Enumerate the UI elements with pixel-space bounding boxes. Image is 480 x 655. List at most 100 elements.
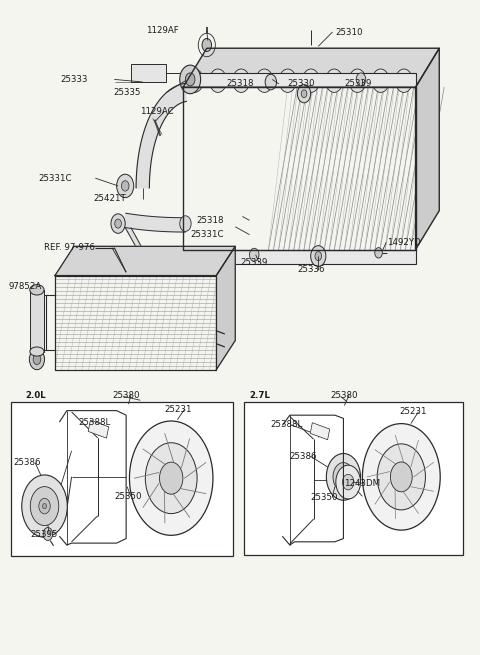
Circle shape — [202, 39, 212, 52]
Circle shape — [339, 471, 348, 483]
Circle shape — [214, 75, 222, 86]
Text: 2.7L: 2.7L — [250, 390, 270, 400]
Circle shape — [342, 474, 354, 490]
Text: 1243DM: 1243DM — [344, 479, 381, 488]
Text: REF. 97-976: REF. 97-976 — [45, 243, 96, 252]
Circle shape — [390, 462, 412, 492]
Circle shape — [302, 69, 320, 92]
Text: 25330: 25330 — [288, 79, 315, 88]
Circle shape — [209, 69, 227, 92]
Text: 25339: 25339 — [344, 79, 372, 88]
Bar — [310, 422, 330, 440]
Polygon shape — [55, 246, 235, 276]
Circle shape — [349, 69, 366, 92]
Text: 25380: 25380 — [112, 390, 139, 400]
Circle shape — [298, 84, 311, 103]
Circle shape — [130, 421, 213, 535]
Circle shape — [311, 246, 326, 267]
Text: 25350: 25350 — [310, 493, 338, 502]
Polygon shape — [216, 246, 235, 369]
Circle shape — [115, 219, 121, 228]
Bar — [30, 290, 44, 352]
Circle shape — [375, 248, 383, 258]
Text: 25331C: 25331C — [38, 174, 72, 183]
Circle shape — [325, 69, 343, 92]
Polygon shape — [183, 48, 439, 87]
Circle shape — [250, 248, 259, 261]
Circle shape — [233, 69, 250, 92]
Bar — [183, 250, 416, 264]
Bar — [131, 64, 167, 82]
Text: 25388L: 25388L — [79, 418, 111, 427]
Circle shape — [307, 75, 315, 86]
Circle shape — [33, 354, 41, 365]
Circle shape — [330, 75, 338, 86]
Circle shape — [145, 443, 197, 514]
Circle shape — [284, 75, 291, 86]
Circle shape — [377, 75, 384, 86]
Circle shape — [362, 424, 440, 530]
Text: 25318: 25318 — [227, 79, 254, 88]
Circle shape — [185, 73, 195, 86]
Ellipse shape — [30, 285, 44, 295]
Text: 25386: 25386 — [290, 451, 317, 460]
Text: 25380: 25380 — [330, 390, 358, 400]
Polygon shape — [416, 48, 439, 250]
Text: 25335: 25335 — [113, 88, 140, 97]
Text: 25388L: 25388L — [271, 421, 303, 430]
Polygon shape — [136, 83, 186, 188]
Circle shape — [377, 444, 425, 510]
Circle shape — [43, 504, 47, 509]
Circle shape — [333, 462, 354, 491]
Circle shape — [265, 74, 276, 90]
Circle shape — [43, 527, 53, 540]
Circle shape — [22, 475, 67, 537]
Text: 25331C: 25331C — [190, 230, 223, 239]
Circle shape — [256, 69, 273, 92]
Polygon shape — [125, 214, 185, 232]
Text: 25336: 25336 — [297, 265, 324, 274]
Text: 25350: 25350 — [114, 492, 142, 501]
Circle shape — [29, 349, 45, 369]
Text: 25318: 25318 — [196, 216, 223, 225]
Polygon shape — [125, 227, 145, 255]
Circle shape — [30, 487, 59, 525]
Circle shape — [117, 174, 134, 198]
Text: 1492YD: 1492YD — [387, 238, 421, 247]
Bar — [244, 402, 463, 555]
Circle shape — [326, 453, 360, 500]
Circle shape — [186, 69, 203, 92]
Circle shape — [372, 69, 389, 92]
Circle shape — [279, 69, 296, 92]
Text: 25310: 25310 — [335, 28, 362, 37]
Text: 25339: 25339 — [240, 258, 267, 267]
Text: 25231: 25231 — [164, 405, 192, 414]
Bar — [183, 73, 416, 87]
Circle shape — [238, 75, 245, 86]
Circle shape — [400, 75, 408, 86]
Circle shape — [396, 69, 412, 92]
Text: 25386: 25386 — [13, 458, 41, 467]
Ellipse shape — [30, 347, 44, 356]
Circle shape — [191, 75, 199, 86]
Circle shape — [301, 90, 307, 98]
Bar — [12, 402, 233, 556]
Circle shape — [261, 75, 268, 86]
Text: 25231: 25231 — [399, 407, 427, 417]
Bar — [88, 420, 108, 438]
Circle shape — [39, 498, 50, 514]
Circle shape — [180, 65, 201, 94]
Text: 1129AF: 1129AF — [145, 26, 179, 35]
Circle shape — [111, 214, 125, 233]
Circle shape — [315, 252, 322, 261]
Text: 25333: 25333 — [60, 75, 88, 84]
Text: 1129AC: 1129AC — [140, 107, 174, 117]
Circle shape — [336, 465, 360, 499]
Text: 2.0L: 2.0L — [25, 390, 46, 400]
Text: 25395: 25395 — [30, 529, 58, 538]
Text: 25421T: 25421T — [94, 195, 126, 204]
Circle shape — [180, 215, 191, 231]
Circle shape — [356, 73, 366, 86]
Circle shape — [159, 462, 183, 494]
Circle shape — [121, 181, 129, 191]
